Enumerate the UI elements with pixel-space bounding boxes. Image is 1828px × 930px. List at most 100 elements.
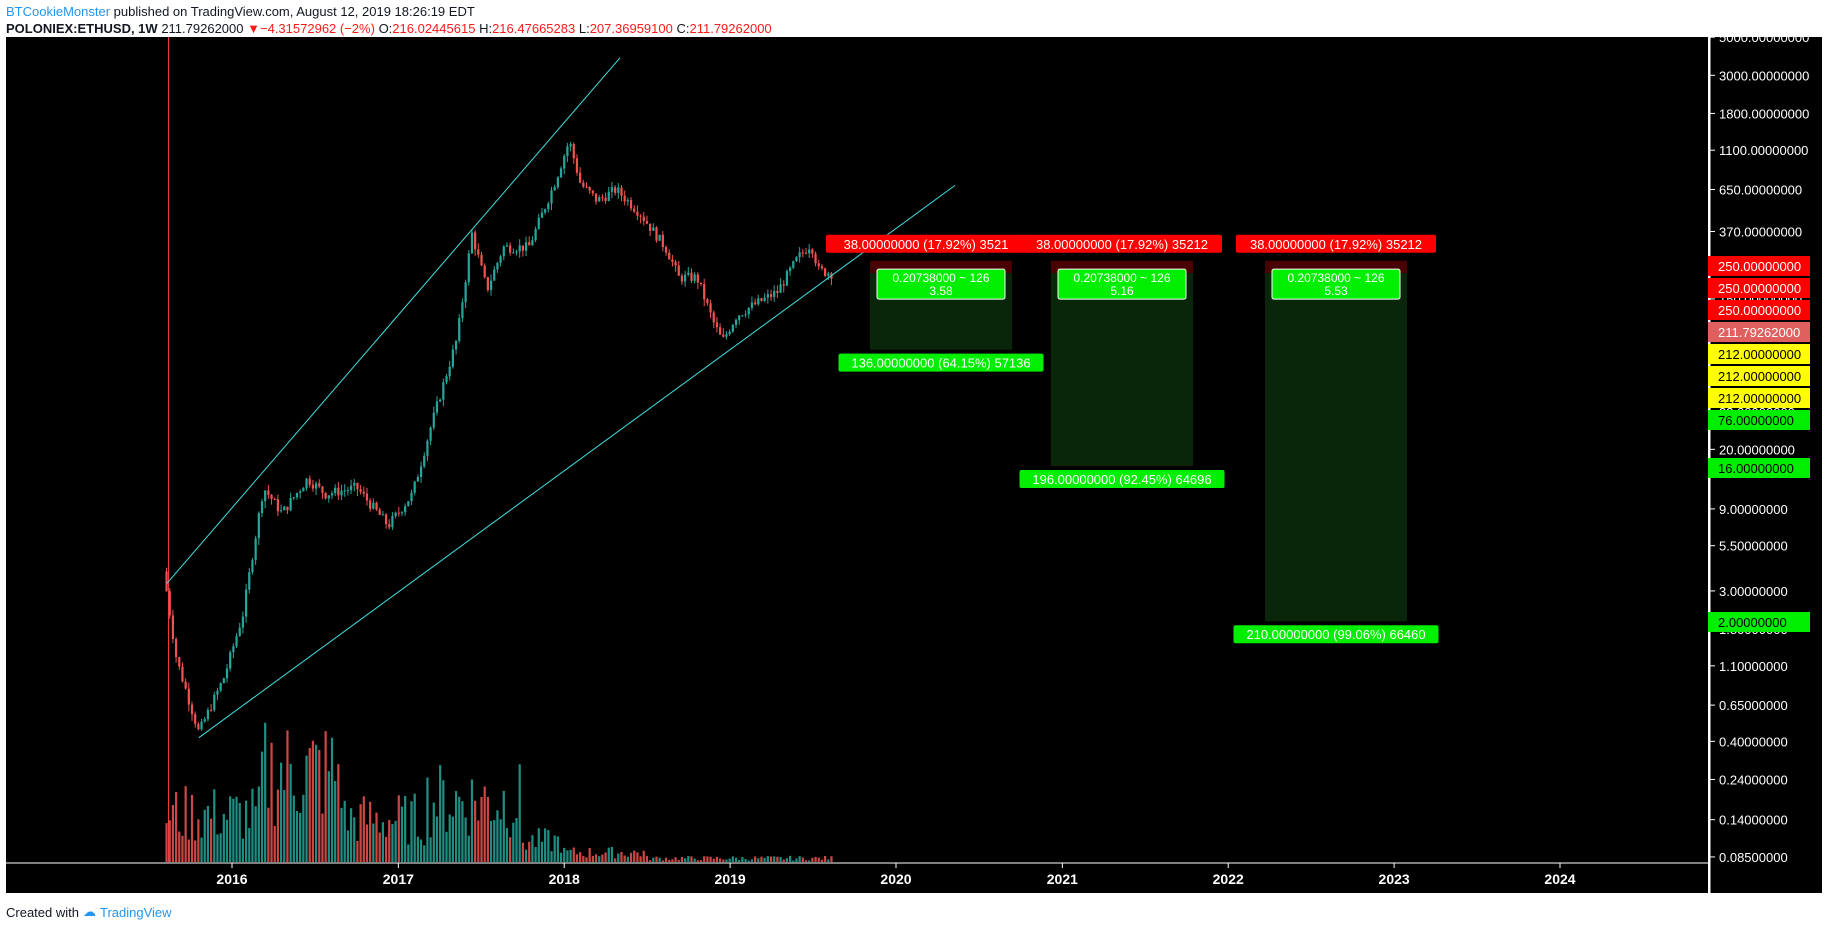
volume-bar [537,828,540,862]
volume-bar [299,812,302,862]
candle-body [553,187,556,191]
volume-bar [598,856,601,862]
tradingview-link[interactable]: TradingView [99,904,172,920]
axis-price-badge: 212.00000000 [1708,388,1810,408]
candle-body [362,491,365,494]
volume-bar [811,857,814,862]
badge-text: 211.79262000 [1718,325,1800,340]
candle-body [607,191,610,201]
volume-bar [267,807,270,862]
volume-bar [171,805,175,862]
volume-bar [715,856,719,862]
candle-body [194,714,197,724]
volume-bar [311,740,315,862]
candle-body [174,638,178,658]
target-label-text: 196.00000000 (92.45%) 64696 [1032,472,1211,487]
volume-bar [801,857,804,862]
ohlc-legend: POLONIEX:ETHUSD, 1W 211.79262000 ▼−4.315… [6,21,772,36]
volume-bar [808,860,811,862]
candle-body [820,266,824,269]
badge-box [1708,366,1810,386]
candle-body [337,487,340,496]
candle-body [598,197,601,202]
candle-body [178,657,181,667]
volume-bar [795,858,798,862]
candle-body [823,268,827,276]
volume-bar [400,806,404,862]
volume-bar [369,801,372,862]
volume-bar [229,796,232,862]
high-label: H: [479,21,493,36]
candle-body [423,455,426,467]
candle-body [168,591,171,616]
candle-body [763,297,766,301]
candle-body [388,524,391,528]
candle-body [470,232,474,254]
stop-label-text: 38.00000000 (17.92%) 35212 [1036,237,1208,252]
candle-body [372,502,375,509]
candle-body [369,500,372,509]
candle-body [225,668,229,679]
volume-bar [792,860,795,862]
target-label-box [1019,469,1225,488]
candle-body [203,719,206,722]
candle-body [779,284,782,293]
volume-bar [276,789,280,862]
badge-box [1708,344,1810,364]
axis-price-badge: 250.00000000 [1708,256,1810,276]
volume-bar [779,856,782,862]
volume-bar [391,824,394,862]
volume-bar [435,816,439,862]
candle-body [181,666,184,682]
volume-bar [286,730,289,862]
candle-body [276,499,280,512]
volume-bar [254,806,257,862]
candle-body [674,261,677,266]
candle-body [496,262,499,270]
volume-bar [610,846,614,862]
candle-body [572,144,575,159]
candle-body [190,704,194,715]
badge-box [1708,410,1810,430]
candle-body [397,512,400,514]
candle-body [359,489,362,492]
y-tick-label: 1.10000000 [1719,659,1788,674]
volume-bar [614,858,617,862]
candle-body [219,683,222,691]
y-tick-label: 9.00000000 [1719,502,1788,517]
volume-bar [467,835,470,862]
volume-bar [219,833,222,862]
candle-body [693,274,696,281]
candle-body [639,215,642,217]
volume-bar [318,749,321,862]
axis-price-badge: 2.00000000 [1708,612,1810,632]
axis-price-badge: 250.00000000 [1708,300,1810,320]
target-label-text: 210.00000000 (99.06%) 66460 [1246,627,1425,642]
volume-bar [232,798,235,862]
volume-bar [365,824,369,862]
volume-bar [216,834,219,862]
volume-bar [168,820,171,862]
candle-body [286,506,289,511]
candle-body [588,186,591,191]
author-link[interactable]: BTCookieMonster [6,4,111,19]
candle-body [216,690,219,695]
volume-group [165,722,833,862]
axis-price-badge: 250.00000000 [1708,278,1810,298]
candle-body [544,209,547,213]
volume-bar [782,859,785,862]
volume-bar [766,856,769,862]
volume-bar [372,823,375,862]
candle-body [795,257,798,262]
candle-body [505,245,509,247]
candle-body [251,560,254,573]
volume-bar [448,814,451,862]
volume-bar [292,795,295,862]
candle-body [677,265,680,276]
candle-body [461,302,464,319]
volume-bar [728,858,731,862]
candle-body [480,254,483,266]
volume-bar [706,856,709,862]
candle-body [407,501,410,507]
